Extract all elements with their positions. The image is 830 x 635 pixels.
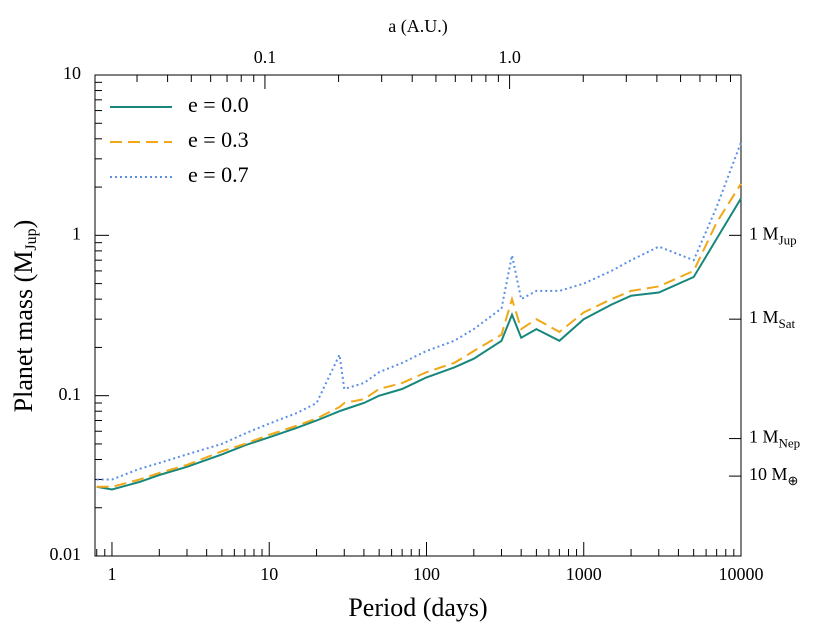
y2-label-sub: Jup [779, 232, 797, 247]
x2-tick-label: 0.1 [254, 47, 277, 67]
y2-label-main: 1 M [749, 223, 779, 243]
legend-label: e = 0.7 [188, 162, 249, 187]
y2-label-sub: Nep [779, 436, 801, 451]
plot-frame [94, 74, 742, 557]
y2-label-main: 10 M [749, 464, 788, 484]
y-label-end: ) [9, 220, 38, 229]
y-label-main: Planet mass (M [9, 251, 38, 413]
y2-tick-label: 1 MNep [749, 427, 800, 451]
series-line [96, 197, 742, 491]
series-line [96, 183, 742, 488]
x-tick-label: 10000 [719, 564, 764, 584]
x2-axis-label: a (A.U.) [388, 16, 447, 37]
series-line [96, 142, 742, 481]
x-tick-label: 1000 [566, 564, 602, 584]
y2-tick-label: 1 MSat [749, 307, 796, 331]
x-axis-label: Period (days) [348, 593, 487, 622]
x2-tick-label: 1.0 [498, 47, 521, 67]
x-tick-label: 1 [107, 564, 116, 584]
x-tick-label: 100 [413, 564, 440, 584]
y2-tick-label: 10 M⊕ [749, 464, 798, 488]
y-label-sub: Jup [23, 228, 40, 250]
x-tick-label: 10 [260, 564, 278, 584]
legend-label: e = 0.0 [188, 92, 249, 117]
legend-label: e = 0.3 [188, 127, 249, 152]
y-axis-label: Planet mass (MJup) [9, 220, 40, 413]
y-tick-label: 0.01 [50, 544, 82, 564]
y2-label-sub: ⊕ [788, 473, 799, 488]
y2-label-main: 1 M [749, 307, 779, 327]
y2-tick-label: 1 MJup [749, 223, 797, 247]
y2-label-main: 1 M [749, 427, 779, 447]
y-tick-label: 10 [63, 63, 81, 83]
y-tick-label: 0.1 [59, 384, 82, 404]
y2-label-sub: Sat [779, 316, 796, 331]
y-tick-label: 1 [72, 223, 81, 243]
